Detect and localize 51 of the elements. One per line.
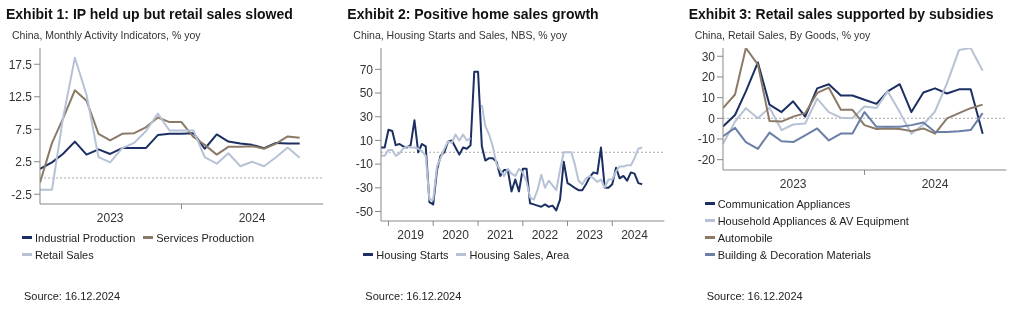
chart-subtitle: China, Housing Starts and Sales, NBS, % yoy [353, 29, 567, 41]
y-tick-label: 12.5 [8, 90, 33, 105]
y-tick-label: 70 [359, 62, 374, 77]
y-tick-label: 0 [707, 111, 715, 126]
legend-label: Services Production [155, 230, 255, 245]
line-series [40, 89, 301, 184]
x-tick-label: 2024 [921, 177, 949, 191]
legend-label: Housing Sales, Area [468, 247, 570, 262]
line-series [40, 132, 301, 170]
source-note: Source: 16.12.2024 [706, 290, 803, 302]
legend-label: Automobile [716, 230, 774, 245]
x-tick-label: 2024 [238, 211, 266, 225]
x-tick-label: 2019 [397, 228, 425, 242]
y-tick-label: 17.5 [8, 57, 33, 72]
source-note: Source: 16.12.2024 [365, 290, 462, 302]
line-series [381, 70, 644, 212]
x-tick-label: 2023 [576, 228, 604, 242]
y-tick-label: -10 [697, 132, 715, 147]
legend-label: Household Appliances & AV Equipment [716, 213, 910, 228]
legend-label: Housing Starts [375, 247, 449, 262]
y-tick-label: 30 [359, 109, 374, 124]
line-series [40, 56, 301, 191]
chart-subtitle: China, Retail Sales, By Goods, % yoy [694, 29, 871, 41]
chart-title: Exhibit 1: IP held up but retail sales slowed [6, 6, 293, 22]
chart-subtitle: China, Monthly Activity Indicators, % yoy [12, 29, 201, 41]
x-tick-label: 2023 [779, 177, 807, 191]
y-tick-label: -10 [356, 157, 374, 172]
y-tick-label: 7.5 [15, 122, 33, 137]
y-tick-label: -2.5 [11, 187, 33, 202]
x-tick-label: 2024 [621, 228, 649, 242]
chart-title: Exhibit 3: Retail sales supported by subsidies [688, 6, 994, 22]
y-tick-label: -30 [356, 181, 374, 196]
y-tick-label: 2.5 [15, 155, 33, 170]
source-note: Source: 16.12.2024 [24, 290, 121, 302]
x-tick-label: 2022 [531, 228, 559, 242]
legend-label: Retail Sales [34, 247, 94, 262]
x-tick-label: 2023 [96, 211, 124, 225]
x-tick-label: 2021 [487, 228, 515, 242]
x-tick-label: 2020 [442, 228, 470, 242]
chart-title: Exhibit 2: Positive home sales growth [347, 6, 599, 22]
legend-label: Building & Decoration Materials [716, 247, 873, 262]
legend-label: Industrial Production [34, 230, 136, 245]
y-tick-label: 50 [359, 86, 374, 101]
y-tick-label: 10 [359, 133, 374, 148]
y-tick-label: 10 [701, 90, 715, 105]
y-tick-label: -50 [356, 204, 374, 219]
legend-label: Communication Appliances [716, 196, 852, 211]
line-series [722, 111, 984, 150]
y-tick-label: 30 [701, 49, 715, 64]
y-tick-label: -20 [697, 152, 715, 167]
y-tick-label: 20 [701, 70, 715, 85]
